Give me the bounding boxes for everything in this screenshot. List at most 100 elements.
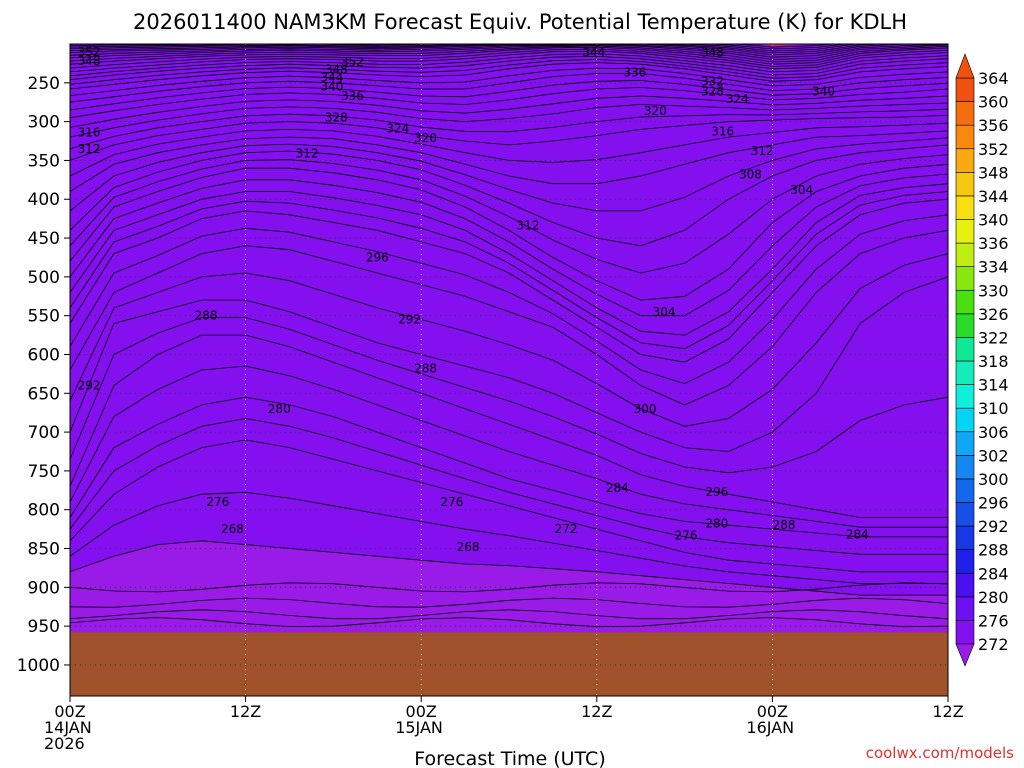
colorbar-swatch: [955, 266, 975, 291]
y-tick-label: 300: [28, 113, 60, 133]
colorbar-swatch: [955, 478, 975, 503]
colorbar-label: 322: [978, 328, 1009, 347]
contour-label: 336: [341, 89, 364, 103]
y-tick-label: 450: [28, 229, 60, 249]
y-tick-label: 950: [28, 617, 60, 637]
contour-336-mid: [70, 53, 948, 77]
y-tick-label: 500: [28, 268, 60, 288]
contour-label: 348: [325, 63, 348, 77]
colorbar-label: 284: [978, 564, 1009, 583]
contour-label: 312: [517, 219, 540, 233]
contour-318: [70, 115, 948, 161]
contour-label: 292: [78, 379, 101, 393]
colorbar-label: 296: [978, 494, 1009, 513]
colorbar-label: 306: [978, 423, 1009, 442]
y-tick-label: 1000: [17, 656, 60, 676]
x-tick-label: 2026: [44, 734, 85, 753]
x-tick-label: 00Z: [54, 702, 85, 721]
contour-300: [70, 198, 948, 363]
colorbar-label: 292: [978, 517, 1009, 536]
contour-296-mid: [70, 214, 948, 385]
contour-344: [70, 46, 948, 65]
contour-326-mid: [70, 80, 948, 111]
x-axis-label: Forecast Time (UTC): [414, 748, 605, 768]
colorbar-swatch: [955, 124, 975, 150]
y-tick-label: 850: [28, 540, 60, 560]
contour-334: [70, 62, 948, 90]
colorbar-label: 352: [978, 140, 1009, 159]
x-tick-label: 15JAN: [395, 718, 443, 737]
y-tick-label: 800: [28, 501, 60, 521]
colorbar-swatch: [955, 360, 975, 385]
colorbar-max-arrow: [955, 53, 975, 79]
contour-label: 280: [705, 517, 728, 531]
contour-330: [70, 73, 948, 103]
y-tick-label: 350: [28, 151, 60, 171]
y-tick-label: 550: [28, 307, 60, 327]
colorbar-swatch: [955, 455, 975, 480]
colorbar-label: 272: [978, 635, 1009, 654]
colorbar-swatch: [955, 502, 975, 527]
contour-310-mid: [70, 137, 948, 212]
contour-302: [70, 183, 948, 336]
colorbar-label: 364: [978, 69, 1009, 88]
contour-label: 320: [414, 131, 437, 145]
contour-300-mid: [70, 191, 948, 350]
contour-label: 320: [644, 104, 667, 118]
contour-label: 288: [773, 518, 796, 532]
contour-label: 276: [206, 495, 229, 509]
contour-322-mid: [70, 95, 948, 128]
y-tick-label: 750: [28, 462, 60, 482]
colorbar-swatch: [955, 219, 975, 244]
colorbar-label: 314: [978, 376, 1009, 395]
contour-label: 268: [221, 522, 244, 536]
y-tick-label: 700: [28, 423, 60, 443]
colorbar-label: 340: [978, 211, 1009, 230]
contour-label: 272: [555, 522, 578, 536]
contour-288-mid: [70, 317, 948, 474]
y-tick-label: 600: [28, 345, 60, 365]
contour-label: 316: [711, 125, 734, 139]
colorbar-swatch: [955, 572, 975, 598]
plot-frame: [69, 43, 949, 697]
contour-label: 352: [341, 55, 364, 69]
x-tick-label: 12Z: [932, 702, 963, 721]
contour-label: 280: [268, 402, 291, 416]
colorbar-swatch: [955, 596, 975, 621]
contour-280-mid: [70, 418, 948, 555]
contour-326: [70, 87, 948, 119]
contour-label: 268: [457, 540, 480, 554]
contour-label: 332: [701, 74, 724, 88]
contour-306: [70, 163, 948, 301]
contour-288: [70, 334, 948, 518]
x-tick-label: 00Z: [406, 702, 437, 721]
contour-302-mid: [70, 173, 948, 317]
contour-292-mid: [70, 253, 948, 427]
contour-label: 276: [440, 495, 463, 509]
contour-label: 276: [675, 528, 698, 542]
contour-276-mid: [70, 491, 948, 584]
contour-306-mid: [70, 154, 948, 274]
contour-label: 348: [701, 46, 724, 60]
contour-label: 312: [296, 146, 319, 160]
y-tick-label: 650: [28, 384, 60, 404]
colorbar-min-arrow: [955, 643, 975, 667]
contour-label: 344: [582, 46, 605, 60]
colorbar-swatch: [955, 407, 975, 433]
colorbar-swatch: [955, 549, 975, 574]
chart-title: 2026011400 NAM3KM Forecast Equiv. Potent…: [133, 10, 907, 34]
contour-284: [70, 396, 948, 538]
contour-low-3: [70, 617, 948, 628]
colorbar-label: 310: [978, 399, 1009, 418]
contour-label: 300: [634, 402, 657, 416]
x-tick-label: 14JAN: [44, 718, 92, 737]
contour-356: [70, 44, 858, 52]
colorbar-swatch: [955, 101, 975, 126]
contour-low-1: [70, 597, 948, 608]
contour-label: 308: [739, 167, 762, 181]
colorbar-label: 276: [978, 611, 1009, 630]
colorbar-swatch: [955, 289, 975, 315]
contour-label: 292: [398, 313, 421, 327]
colorbar-label: 302: [978, 446, 1009, 465]
